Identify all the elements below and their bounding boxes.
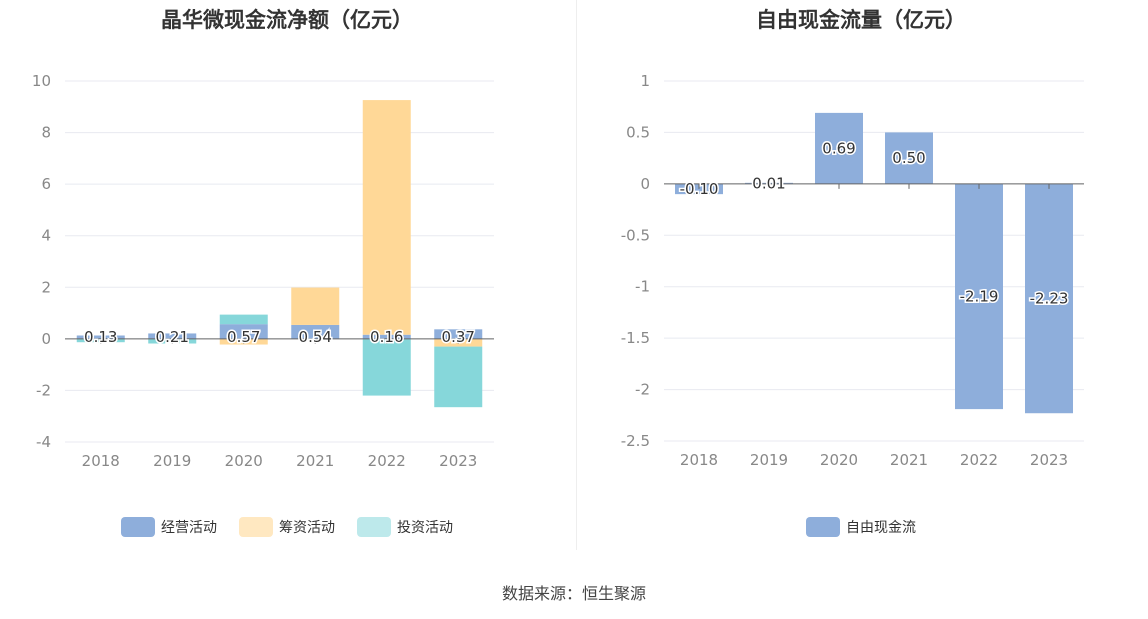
legend-item-financing[interactable]: 筹资活动 xyxy=(239,517,335,537)
bar-自由现金流 xyxy=(745,182,793,184)
data-label: 0.16 xyxy=(370,328,403,346)
y-tick-label: 0 xyxy=(41,330,51,348)
y-tick-label: 2 xyxy=(41,278,51,296)
bar-经营活动 xyxy=(434,329,483,339)
y-tick-label: 4 xyxy=(41,227,51,245)
x-tick-label: 2020 xyxy=(820,451,858,469)
data-label: 0.21 xyxy=(156,328,189,346)
x-tick-label: 2023 xyxy=(439,452,477,470)
legend: 经营活动 筹资活动 投资活动 xyxy=(0,517,574,537)
legend-item-investing[interactable]: 投资活动 xyxy=(357,517,453,537)
y-tick-label: 1 xyxy=(640,72,650,90)
data-label: -2.19 xyxy=(960,287,999,305)
bar-投资活动 xyxy=(362,338,411,396)
cash-flow-chart: -4 -2 0 2 4 6 8 10 2018 2019 2020 2021 2022 2023 0.13 0… xyxy=(32,72,494,470)
x-tick-label: 2020 xyxy=(225,452,263,470)
x-tick-label: 2022 xyxy=(368,452,406,470)
x-tick-label: 2018 xyxy=(680,451,718,469)
data-label: 0.69 xyxy=(822,139,855,157)
panel-divider xyxy=(576,0,577,550)
x-tick-label: 2021 xyxy=(890,451,928,469)
legend: 自由现金流 xyxy=(574,517,1148,537)
x-tick-label: 2019 xyxy=(750,451,788,469)
data-source: 数据来源：恒生聚源 xyxy=(501,584,646,603)
bar-经营活动 xyxy=(291,324,340,339)
y-tick-label: -0.5 xyxy=(621,226,650,244)
x-tick-label: 2021 xyxy=(296,452,334,470)
chart-title: 自由现金流量（亿元） xyxy=(756,8,966,32)
y-tick-label: 6 xyxy=(41,175,51,193)
bar-投资活动 xyxy=(434,346,483,408)
y-tick-label: 8 xyxy=(41,124,51,142)
legend-label: 投资活动 xyxy=(397,520,453,536)
bar-经营活动 xyxy=(362,334,411,339)
y-tick-label: -2 xyxy=(635,381,650,399)
bar-自由现金流 xyxy=(815,112,863,184)
data-label: 0.37 xyxy=(442,328,475,346)
bar-经营活动 xyxy=(148,333,197,339)
x-tick-label: 2023 xyxy=(1030,451,1068,469)
bar-筹资活动 xyxy=(291,287,340,325)
bar-自由现金流 xyxy=(1025,183,1073,414)
y-tick-label: -1.5 xyxy=(621,329,650,347)
data-label: 0.54 xyxy=(299,328,332,346)
legend-item-operating[interactable]: 经营活动 xyxy=(121,517,217,537)
legend-item-free-cash-flow[interactable]: 自由现金流 xyxy=(806,517,916,537)
bar-自由现金流 xyxy=(675,183,723,195)
bar-经营活动 xyxy=(76,335,125,339)
x-tick-label: 2019 xyxy=(153,452,191,470)
data-label: 0.01 xyxy=(752,174,785,192)
bar-自由现金流 xyxy=(955,183,1003,410)
y-tick-label: -2 xyxy=(36,381,51,399)
legend-swatch-financing xyxy=(239,517,273,537)
legend-swatch-investing xyxy=(357,517,391,537)
y-tick-label: 10 xyxy=(32,72,51,90)
right-chart-panel: 自由现金流量（亿元） -2.5 -2 -1.5 -1 -0.5 0 0.5 1 2018 2019… xyxy=(574,0,1148,560)
legend-swatch-operating xyxy=(121,517,155,537)
legend-label: 经营活动 xyxy=(161,520,217,536)
y-tick-label: 0.5 xyxy=(626,123,650,141)
y-tick-label: 0 xyxy=(640,175,650,193)
legend-label: 自由现金流 xyxy=(846,520,916,536)
bar-经营活动 xyxy=(219,324,268,339)
data-label: -0.10 xyxy=(680,180,719,198)
x-tick-label: 2018 xyxy=(82,452,120,470)
chart-title: 晶华微现金流净额（亿元） xyxy=(161,8,413,32)
y-tick-label: -2.5 xyxy=(621,432,650,450)
bar-自由现金流 xyxy=(885,132,933,184)
legend-label: 筹资活动 xyxy=(279,520,335,536)
y-tick-label: -4 xyxy=(36,433,51,451)
data-label: 0.50 xyxy=(892,149,925,167)
data-label: 0.13 xyxy=(84,328,117,346)
data-label: -2.23 xyxy=(1030,290,1069,308)
free-cash-flow-chart: -2.5 -2 -1.5 -1 -0.5 0 0.5 1 2018 2019 2020 2021 202… xyxy=(621,72,1084,469)
x-tick-label: 2022 xyxy=(960,451,998,469)
bar-筹资活动 xyxy=(362,100,411,335)
bar-投资活动 xyxy=(219,314,268,325)
data-label: 0.57 xyxy=(227,328,260,346)
left-chart-panel: 晶华微现金流净额（亿元） -4 -2 0 2 4 6 8 10 2018 2019 2020 2021… xyxy=(0,0,574,560)
y-tick-label: -1 xyxy=(635,278,650,296)
legend-swatch-free-cash-flow xyxy=(806,517,840,537)
